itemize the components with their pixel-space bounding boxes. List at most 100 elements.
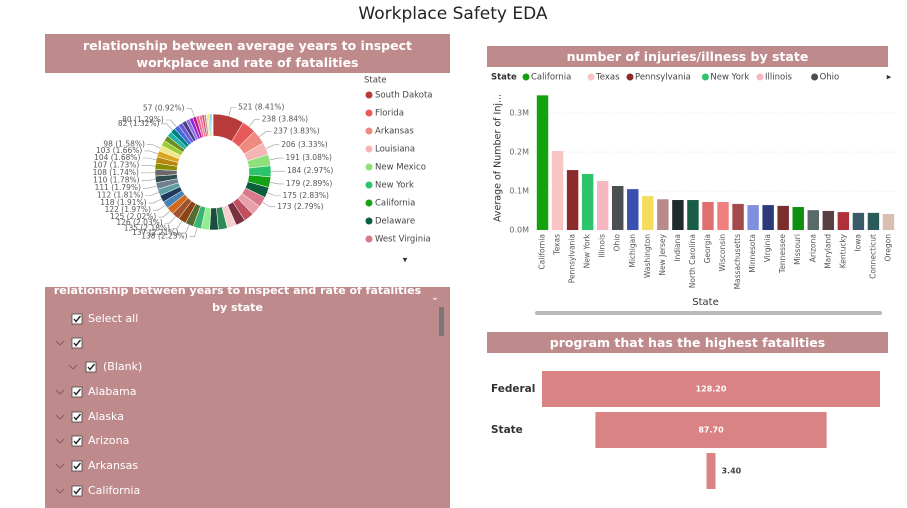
bar[interactable] bbox=[687, 200, 699, 230]
bar[interactable] bbox=[747, 205, 759, 230]
legend-next[interactable]: ▸ bbox=[887, 73, 892, 83]
leader-line bbox=[172, 220, 183, 229]
legend-label[interactable]: Louisiana bbox=[375, 145, 415, 155]
legend-marker bbox=[365, 163, 373, 171]
leader-line bbox=[141, 165, 156, 167]
bar[interactable] bbox=[551, 150, 564, 230]
expand-chevron[interactable] bbox=[55, 488, 65, 494]
legend-label[interactable]: Florida bbox=[375, 109, 404, 119]
checkbox[interactable] bbox=[71, 435, 83, 447]
bar[interactable] bbox=[807, 210, 819, 230]
data-label: 521 (8.41%) bbox=[238, 102, 284, 111]
bar-scrollbar[interactable] bbox=[535, 311, 882, 315]
legend-marker bbox=[522, 73, 530, 81]
funnel-bar[interactable] bbox=[706, 453, 716, 489]
slicer-item[interactable]: Alaska bbox=[88, 410, 124, 423]
checkbox[interactable] bbox=[71, 337, 83, 349]
bar[interactable] bbox=[642, 196, 654, 230]
expand-chevron[interactable] bbox=[55, 389, 65, 395]
legend-title: State bbox=[491, 73, 517, 83]
data-label: 173 (2.79%) bbox=[277, 202, 323, 211]
expand-chevron[interactable] bbox=[68, 364, 78, 370]
slicer-item[interactable]: California bbox=[88, 484, 140, 497]
legend-marker bbox=[365, 181, 373, 189]
legend-marker bbox=[756, 73, 764, 81]
bar[interactable] bbox=[882, 214, 895, 230]
slicer-scrollbar[interactable] bbox=[439, 307, 444, 336]
checkbox[interactable] bbox=[71, 313, 83, 325]
expand-chevron[interactable] bbox=[55, 438, 65, 444]
legend-scroll[interactable]: ▾ bbox=[403, 256, 408, 266]
slicer-panel bbox=[45, 287, 450, 508]
data-label: 111 (1.79%) bbox=[95, 183, 141, 192]
leader-line bbox=[148, 198, 162, 204]
x-tick-label: North Carolina bbox=[688, 234, 697, 288]
legend-label[interactable]: New York bbox=[375, 181, 414, 191]
leader-line bbox=[269, 157, 284, 161]
legend-label[interactable]: California bbox=[375, 199, 415, 209]
checkbox[interactable] bbox=[71, 460, 83, 472]
data-label: 184 (2.97%) bbox=[287, 166, 333, 175]
bar[interactable] bbox=[792, 207, 804, 230]
bar[interactable] bbox=[867, 212, 880, 230]
legend-label[interactable]: Arkansas bbox=[375, 127, 414, 137]
legend-label[interactable]: New York bbox=[710, 73, 749, 83]
legend-label[interactable]: Delaware bbox=[375, 217, 415, 227]
leader-line bbox=[180, 224, 190, 234]
slicer-item[interactable]: Arkansas bbox=[88, 459, 138, 472]
checkbox[interactable] bbox=[71, 411, 83, 423]
checkbox[interactable] bbox=[71, 485, 83, 497]
x-tick-label: New Jersey bbox=[658, 233, 667, 275]
legend-label[interactable]: Ohio bbox=[820, 73, 840, 83]
data-label: 179 (2.89%) bbox=[286, 179, 332, 188]
bar[interactable] bbox=[777, 205, 789, 230]
checkmark bbox=[73, 487, 82, 495]
slicer-item[interactable]: Select all bbox=[88, 312, 138, 325]
legend-marker bbox=[701, 73, 709, 81]
data-label: 175 (2.83%) bbox=[283, 191, 329, 200]
bar[interactable] bbox=[627, 189, 639, 230]
leader-line bbox=[142, 185, 157, 189]
leader-line bbox=[248, 119, 260, 127]
x-tick-label: Michigan bbox=[628, 234, 637, 268]
bar[interactable] bbox=[822, 210, 835, 230]
x-axis-title: State bbox=[692, 297, 718, 308]
y-tick-label: 0.0M bbox=[509, 226, 529, 235]
bar[interactable] bbox=[536, 95, 549, 230]
legend-label[interactable]: Texas bbox=[595, 73, 620, 83]
slicer-item[interactable]: Alabama bbox=[88, 385, 137, 398]
checkbox[interactable] bbox=[85, 361, 97, 373]
bar[interactable] bbox=[566, 170, 579, 230]
expand-chevron[interactable] bbox=[55, 340, 65, 346]
collapse-icon[interactable]: ⌄ bbox=[431, 292, 439, 303]
expand-chevron[interactable] bbox=[55, 414, 65, 420]
legend-label[interactable]: Pennsylvania bbox=[635, 73, 691, 83]
legend-label[interactable]: South Dakota bbox=[375, 91, 433, 101]
x-tick-label: Georgia bbox=[703, 234, 712, 263]
slicer-item[interactable]: Arizona bbox=[88, 434, 129, 447]
expand-chevron[interactable] bbox=[55, 463, 65, 469]
funnel-bar[interactable] bbox=[595, 412, 827, 448]
bar[interactable] bbox=[612, 186, 624, 230]
bar[interactable] bbox=[657, 199, 669, 230]
funnel-bar[interactable] bbox=[542, 371, 880, 407]
legend-label[interactable]: New Mexico bbox=[375, 163, 426, 173]
checkbox[interactable] bbox=[71, 386, 83, 398]
bar[interactable] bbox=[762, 205, 774, 230]
data-label: 3.40 bbox=[721, 467, 741, 476]
legend-label[interactable]: West Virginia bbox=[375, 235, 431, 245]
bar[interactable] bbox=[702, 201, 714, 230]
bar[interactable] bbox=[596, 180, 609, 230]
slicer-item[interactable]: (Blank) bbox=[103, 360, 142, 373]
bar[interactable] bbox=[672, 200, 684, 230]
bar[interactable] bbox=[852, 212, 865, 230]
bar[interactable] bbox=[717, 201, 729, 230]
leader-line bbox=[228, 107, 237, 117]
bar[interactable] bbox=[732, 203, 744, 230]
bar[interactable] bbox=[581, 173, 594, 230]
bar[interactable] bbox=[837, 212, 850, 230]
x-tick-label: Wisconsin bbox=[718, 234, 727, 272]
legend-label[interactable]: Illinois bbox=[765, 73, 793, 83]
legend-label[interactable]: California bbox=[531, 73, 571, 83]
checkmark bbox=[73, 413, 82, 421]
